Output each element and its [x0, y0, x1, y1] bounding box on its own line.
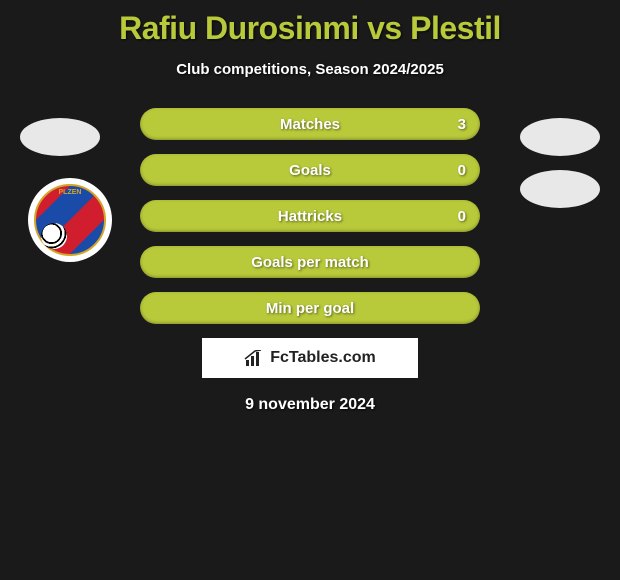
page-title: Rafiu Durosinmi vs Plestil [0, 0, 620, 47]
placeholder-oval [20, 118, 100, 156]
stats-list: Matches 3 Goals 0 Hattricks 0 Goals per … [140, 108, 480, 324]
club-badge: PLZEN [28, 178, 112, 262]
stat-row-min-per-goal: Min per goal [140, 292, 480, 324]
stat-label: Matches [280, 116, 340, 133]
stat-row-matches: Matches 3 [140, 108, 480, 140]
club-badge-inner: PLZEN [34, 184, 106, 256]
stat-label: Min per goal [266, 300, 354, 317]
date-text: 9 november 2024 [0, 396, 620, 414]
stat-row-goals-per-match: Goals per match [140, 246, 480, 278]
stat-label: Goals [289, 162, 331, 179]
branding-box: FcTables.com [202, 338, 418, 378]
subtitle: Club competitions, Season 2024/2025 [0, 61, 620, 78]
stat-right-value: 0 [458, 162, 466, 179]
placeholder-oval [520, 118, 600, 156]
placeholder-oval [520, 170, 600, 208]
left-oval-stack [20, 118, 100, 170]
stat-right-value: 0 [458, 208, 466, 225]
soccer-ball-icon [41, 223, 67, 249]
right-oval-stack [520, 118, 600, 222]
stat-label: Goals per match [251, 254, 369, 271]
bar-chart-icon [244, 350, 264, 366]
stat-label: Hattricks [278, 208, 342, 225]
stat-row-hattricks: Hattricks 0 [140, 200, 480, 232]
stat-row-goals: Goals 0 [140, 154, 480, 186]
stat-right-value: 3 [458, 116, 466, 133]
branding-text: FcTables.com [270, 349, 376, 367]
club-badge-text: PLZEN [36, 189, 104, 196]
